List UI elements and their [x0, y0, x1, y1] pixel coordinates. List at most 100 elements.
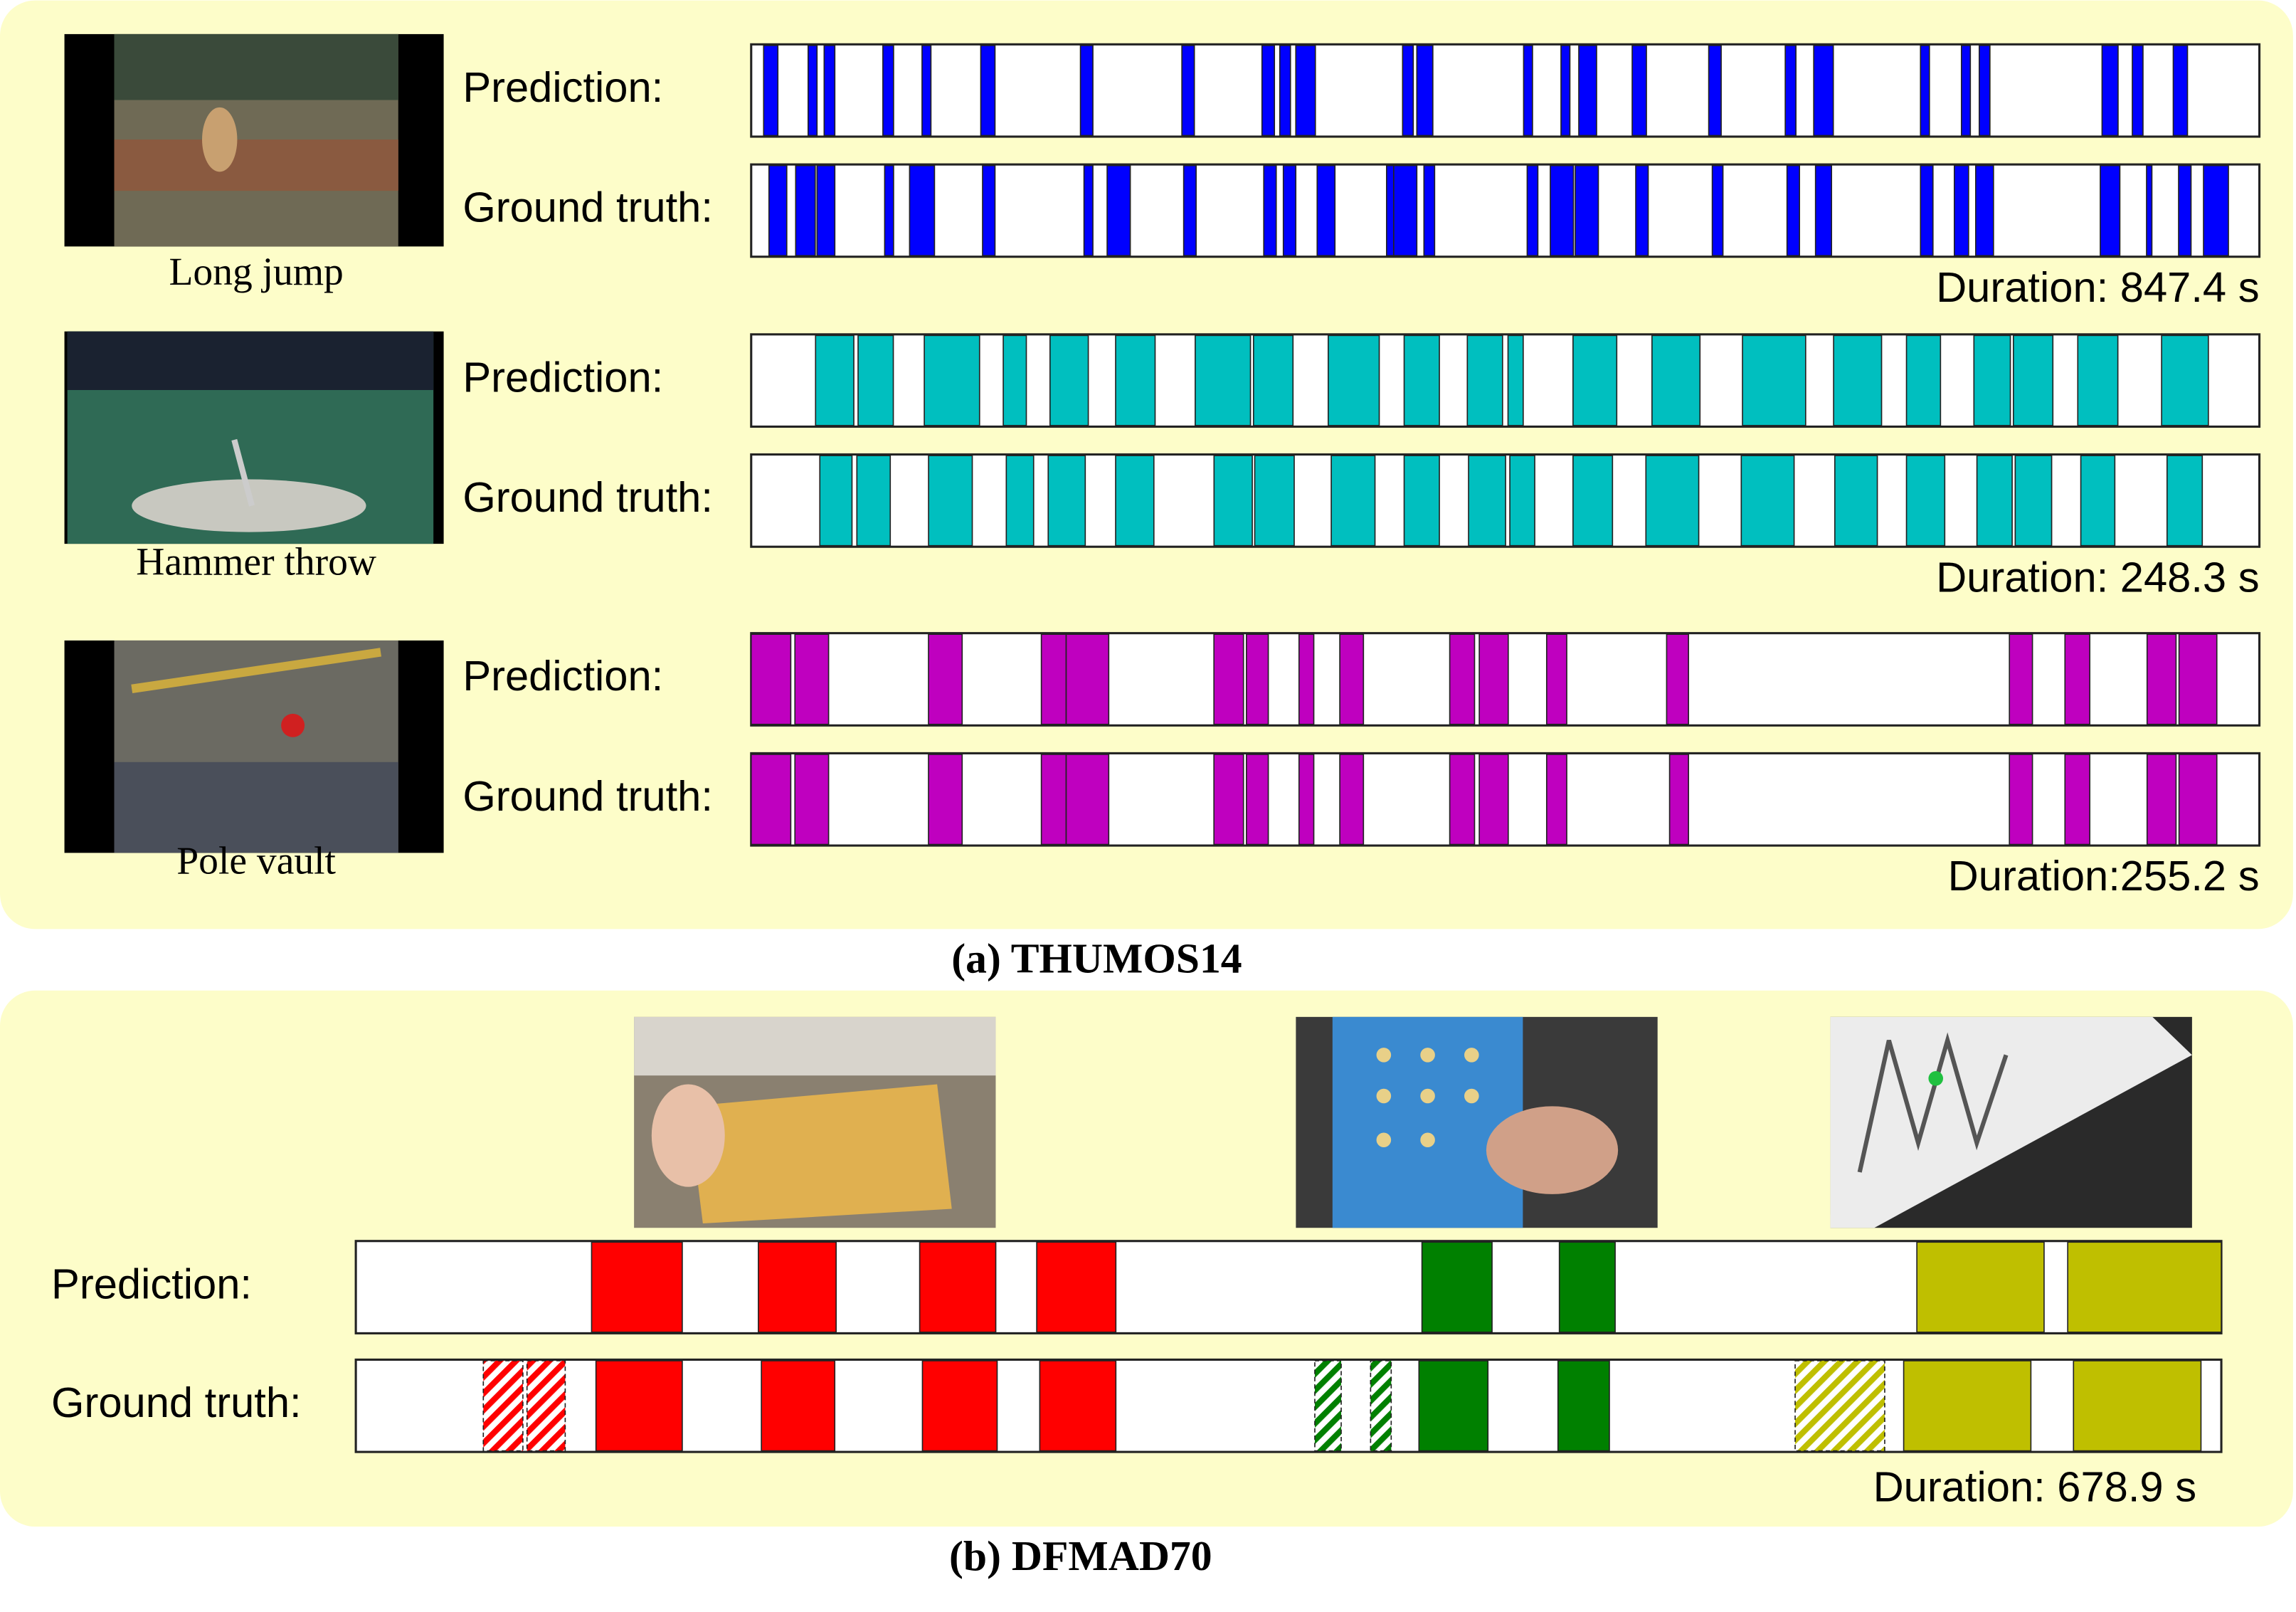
action-segment: [1920, 45, 1930, 137]
action-segment: [1402, 45, 1414, 137]
action-segment: [1423, 164, 1436, 257]
video-label: Long jump: [169, 250, 343, 294]
action-segment: [928, 455, 973, 547]
action-segment: [1049, 334, 1089, 426]
action-segment: [982, 164, 996, 257]
action-segment: [1711, 164, 1724, 257]
action-segment: [1392, 164, 1418, 257]
action-segment: [1550, 164, 1575, 257]
action-segment: [1316, 164, 1336, 257]
track-label: Prediction:: [51, 1260, 252, 1307]
action-segment: [1953, 164, 1969, 257]
action-segment: [1575, 164, 1599, 257]
action-segment: [1449, 633, 1476, 725]
hatched-segment: [482, 1360, 524, 1452]
action-segment: [2064, 633, 2090, 725]
action-segment: [1468, 455, 1506, 547]
action-segment: [1039, 1360, 1117, 1452]
action-segment: [2178, 633, 2218, 725]
action-segment: [856, 455, 892, 547]
video-label: Hammer throw: [136, 540, 376, 584]
action-segment: [1560, 45, 1571, 137]
action-segment: [909, 164, 936, 257]
action-segment: [919, 1241, 997, 1333]
action-segment: [2014, 455, 2053, 547]
action-segment: [1327, 334, 1380, 426]
action-segment: [1036, 1241, 1117, 1333]
action-segment: [1466, 334, 1503, 426]
action-segment: [2146, 633, 2177, 725]
action-segment: [1213, 455, 1253, 547]
action-segment: [1920, 164, 1934, 257]
action-segment: [1115, 334, 1156, 426]
action-segment: [761, 1360, 836, 1452]
action-segment: [2073, 1360, 2202, 1452]
video-frame: [64, 640, 444, 853]
action-segment: [928, 633, 963, 725]
action-segment: [795, 164, 816, 257]
action-segment: [1507, 334, 1524, 426]
action-segment: [1246, 633, 1269, 725]
action-segment: [1973, 334, 2011, 426]
action-segment: [758, 1241, 837, 1333]
action-segment: [2161, 334, 2209, 426]
action-segment: [1213, 633, 1244, 725]
action-segment: [1449, 754, 1476, 845]
action-segment: [2146, 164, 2153, 257]
panel-caption: (b) DFMAD70: [949, 1532, 1212, 1579]
action-segment: [1478, 633, 1509, 725]
action-segment: [1246, 754, 1269, 845]
action-segment: [2178, 754, 2218, 845]
action-segment: [1558, 1241, 1616, 1333]
action-segment: [1978, 45, 1991, 137]
action-segment: [1339, 754, 1365, 845]
action-segment: [1742, 334, 1806, 426]
hatched-segment: [1314, 1360, 1342, 1452]
action-segment: [2009, 633, 2033, 725]
action-segment: [750, 754, 792, 845]
action-segment: [1083, 164, 1094, 257]
action-segment: [591, 1241, 683, 1333]
action-segment: [815, 334, 855, 426]
action-segment: [1330, 455, 1376, 547]
action-segment: [1526, 164, 1539, 257]
panel-caption: (a) THUMOS14: [951, 934, 1242, 981]
video-label: Pole vault: [176, 839, 336, 883]
action-segment: [1545, 633, 1567, 725]
action-segment: [1005, 455, 1035, 547]
action-segment: [1668, 754, 1689, 845]
action-segment: [1183, 164, 1197, 257]
action-segment: [1040, 633, 1067, 725]
action-segment: [794, 754, 830, 845]
action-segment: [750, 633, 792, 725]
action-segment: [1181, 45, 1195, 137]
action-segment: [1065, 633, 1110, 725]
action-segment: [1557, 1360, 1610, 1452]
action-segment: [1339, 633, 1365, 725]
action-segment: [1295, 45, 1316, 137]
video-frame: [1830, 1016, 2192, 1228]
action-segment: [1385, 164, 1395, 257]
action-segment: [1254, 455, 1295, 547]
track-label: Ground truth:: [51, 1379, 302, 1426]
action-segment: [2172, 45, 2189, 137]
timeline-bar: [750, 163, 2261, 258]
action-segment: [1814, 164, 1833, 257]
action-segment: [2012, 334, 2054, 426]
action-segment: [1545, 754, 1567, 845]
action-segment: [980, 45, 996, 137]
action-segment: [2132, 45, 2144, 137]
hatched-segment: [1794, 1360, 1885, 1452]
action-segment: [1403, 334, 1440, 426]
action-segment: [1578, 45, 1597, 137]
action-segment: [816, 164, 836, 257]
track-label: Ground truth:: [462, 473, 713, 521]
action-segment: [1416, 45, 1434, 137]
action-segment: [1298, 633, 1315, 725]
action-segment: [2009, 754, 2033, 845]
action-segment: [1047, 455, 1086, 547]
action-segment: [2077, 334, 2119, 426]
action-segment: [1916, 1241, 2045, 1333]
action-segment: [794, 633, 830, 725]
track-label: Prediction:: [462, 353, 663, 401]
